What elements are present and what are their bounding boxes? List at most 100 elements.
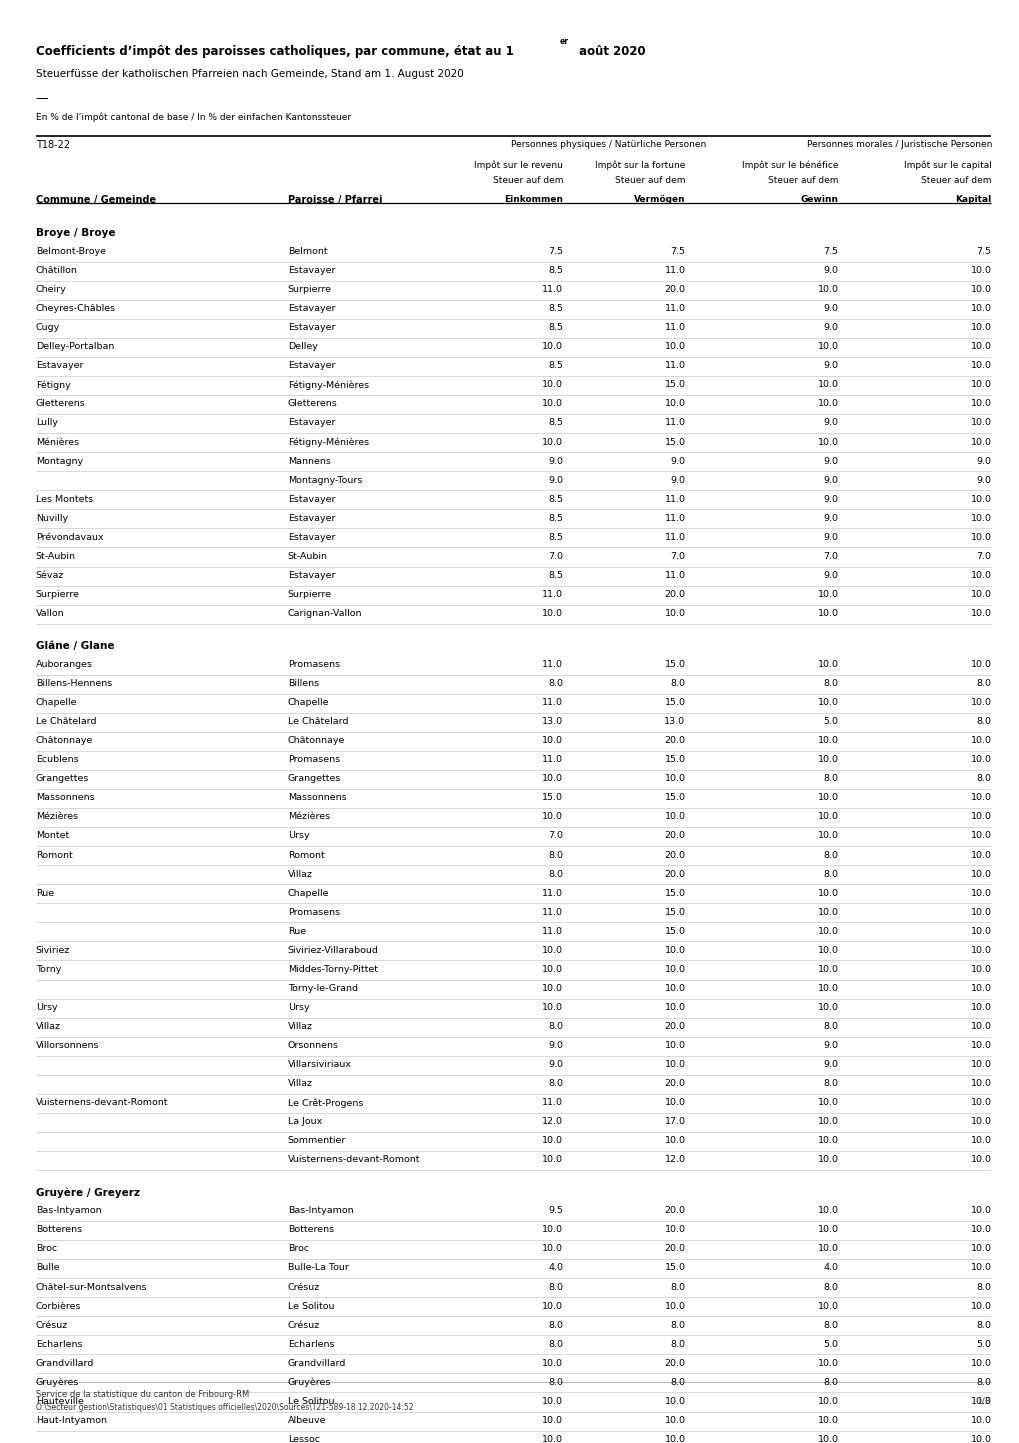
Text: 20.0: 20.0	[663, 870, 685, 879]
Text: 9.0: 9.0	[822, 1061, 838, 1069]
Text: 10.0: 10.0	[969, 532, 990, 541]
Text: St-Aubin: St-Aubin	[287, 551, 327, 561]
Text: 10.0: 10.0	[969, 1206, 990, 1215]
Text: 8.0: 8.0	[547, 1339, 562, 1349]
Text: 20.0: 20.0	[663, 831, 685, 840]
Text: 10.0: 10.0	[969, 850, 990, 860]
Text: 10.0: 10.0	[969, 418, 990, 427]
Text: 9.0: 9.0	[822, 361, 838, 371]
Text: 10.0: 10.0	[816, 1397, 838, 1405]
Text: Crésuz: Crésuz	[287, 1283, 320, 1291]
Text: 10.0: 10.0	[663, 965, 685, 974]
Text: 8.0: 8.0	[822, 1022, 838, 1030]
Text: 9.0: 9.0	[822, 532, 838, 541]
Text: 11.0: 11.0	[541, 286, 562, 294]
Text: Torny-le-Grand: Torny-le-Grand	[287, 984, 358, 993]
Text: Gletterens: Gletterens	[287, 400, 337, 408]
Text: Villorsonnens: Villorsonnens	[36, 1040, 99, 1051]
Text: 10.0: 10.0	[663, 1061, 685, 1069]
Text: 8.5: 8.5	[547, 266, 562, 276]
Text: Estavayer: Estavayer	[36, 361, 84, 371]
Text: 10.0: 10.0	[969, 1136, 990, 1146]
Text: Cheyres-Châbles: Cheyres-Châbles	[36, 304, 116, 313]
Text: Rue: Rue	[36, 889, 54, 898]
Text: 10.0: 10.0	[969, 698, 990, 707]
Text: Bas-Intyamon: Bas-Intyamon	[36, 1206, 101, 1215]
Text: 10.0: 10.0	[969, 1003, 990, 1012]
Text: 10.0: 10.0	[969, 437, 990, 446]
Text: Service de la statistique du canton de Fribourg-RM: Service de la statistique du canton de F…	[36, 1390, 249, 1398]
Text: 20.0: 20.0	[663, 1359, 685, 1368]
Text: 11.0: 11.0	[541, 926, 562, 935]
Text: Carignan-Vallon: Carignan-Vallon	[287, 609, 362, 618]
Text: Ursy: Ursy	[287, 1003, 309, 1012]
Text: O:\Secteur gestion\Statistiques\01 Statistiques officielles\2020\Sources\T21-589: O:\Secteur gestion\Statistiques\01 Stati…	[36, 1403, 413, 1411]
Text: 5.0: 5.0	[822, 717, 838, 726]
Text: 8.5: 8.5	[547, 304, 562, 313]
Text: Steuer auf dem: Steuer auf dem	[767, 176, 838, 185]
Text: Estavayer: Estavayer	[287, 514, 335, 522]
Text: 11.0: 11.0	[541, 1098, 562, 1107]
Text: 11.0: 11.0	[663, 495, 685, 504]
Text: 10.0: 10.0	[969, 1397, 990, 1405]
Text: Billens: Billens	[287, 680, 319, 688]
Text: 8.0: 8.0	[822, 1320, 838, 1329]
Text: 10.0: 10.0	[816, 286, 838, 294]
Text: 10.0: 10.0	[969, 1117, 990, 1126]
Text: 10.0: 10.0	[816, 755, 838, 765]
Text: Echarlens: Echarlens	[287, 1339, 334, 1349]
Text: 10.0: 10.0	[969, 1359, 990, 1368]
Text: 15.0: 15.0	[541, 794, 562, 802]
Text: Broye / Broye: Broye / Broye	[36, 228, 115, 238]
Text: 15.0: 15.0	[663, 755, 685, 765]
Text: 10.0: 10.0	[816, 342, 838, 351]
Text: 8.0: 8.0	[822, 1378, 838, 1387]
Text: T18-22: T18-22	[36, 140, 69, 150]
Text: 15.0: 15.0	[663, 381, 685, 390]
Text: Chapelle: Chapelle	[36, 698, 77, 707]
Text: er: er	[559, 38, 569, 46]
Text: 10.0: 10.0	[816, 400, 838, 408]
Text: 10.0: 10.0	[663, 1098, 685, 1107]
Text: 9.0: 9.0	[822, 495, 838, 504]
Text: Vermögen: Vermögen	[633, 195, 685, 203]
Text: 10.0: 10.0	[969, 926, 990, 935]
Text: 10.0: 10.0	[541, 736, 562, 745]
Text: 10.0: 10.0	[541, 775, 562, 784]
Text: Glâne / Glane: Glâne / Glane	[36, 641, 114, 651]
Text: 20.0: 20.0	[663, 1022, 685, 1030]
Text: 10.0: 10.0	[816, 698, 838, 707]
Text: 9.5: 9.5	[547, 1206, 562, 1215]
Text: 10.0: 10.0	[816, 984, 838, 993]
Text: 10.0: 10.0	[663, 1397, 685, 1405]
Text: Personnes morales / Juristische Personen: Personnes morales / Juristische Personen	[806, 140, 991, 149]
Text: 8.0: 8.0	[822, 775, 838, 784]
Text: 10.0: 10.0	[541, 437, 562, 446]
Text: 10.0: 10.0	[816, 381, 838, 390]
Text: 10.0: 10.0	[663, 775, 685, 784]
Text: 9.0: 9.0	[547, 476, 562, 485]
Text: 10.0: 10.0	[969, 889, 990, 898]
Text: 10.0: 10.0	[969, 755, 990, 765]
Text: 10.0: 10.0	[816, 926, 838, 935]
Text: 11.0: 11.0	[663, 304, 685, 313]
Text: —: —	[36, 92, 48, 105]
Text: Ménières: Ménières	[36, 437, 78, 446]
Text: Villaz: Villaz	[287, 1022, 313, 1030]
Text: 10.0: 10.0	[663, 1040, 685, 1051]
Text: 10.0: 10.0	[969, 323, 990, 332]
Text: 4.0: 4.0	[822, 1264, 838, 1273]
Text: 11.0: 11.0	[541, 698, 562, 707]
Text: 10.0: 10.0	[816, 831, 838, 840]
Text: 20.0: 20.0	[663, 1206, 685, 1215]
Text: 10.0: 10.0	[969, 1022, 990, 1030]
Text: Gletterens: Gletterens	[36, 400, 86, 408]
Text: Bulle: Bulle	[36, 1264, 59, 1273]
Text: Middes-Torny-Pittet: Middes-Torny-Pittet	[287, 965, 377, 974]
Text: 8.0: 8.0	[669, 680, 685, 688]
Text: 10.0: 10.0	[663, 945, 685, 955]
Text: Massonnens: Massonnens	[287, 794, 345, 802]
Text: 15.0: 15.0	[663, 926, 685, 935]
Text: 8.0: 8.0	[975, 717, 990, 726]
Text: 10.0: 10.0	[816, 945, 838, 955]
